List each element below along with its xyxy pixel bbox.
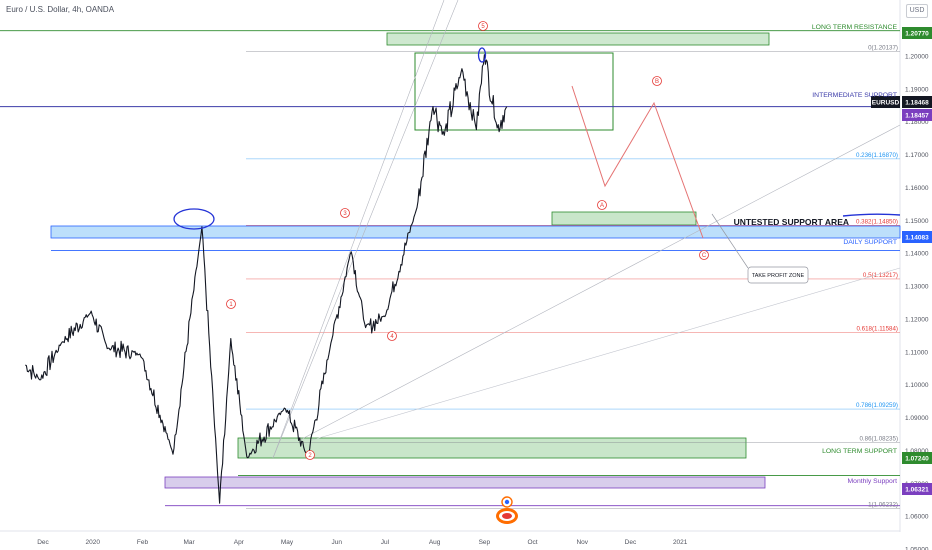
level-label: DAILY SUPPORT	[843, 239, 897, 246]
wave-label: 1	[229, 302, 233, 308]
daily-support-zone	[50, 225, 901, 239]
march-high-ellipse	[173, 208, 215, 230]
y-tick-label: 1.17000	[905, 152, 929, 159]
level-label: INTERMEDIATE SUPPORT	[812, 92, 897, 99]
x-tick-label: Feb	[137, 539, 149, 546]
fib-level-label: 0.236(1.16870)	[856, 152, 898, 159]
price-badge-label: 1.14083	[905, 235, 929, 242]
symbol-tag-label: EURUSD	[872, 100, 900, 107]
range-box	[414, 52, 614, 131]
price-badge	[902, 96, 932, 108]
wave-label-circle	[340, 208, 350, 218]
x-tick-label: 2020	[86, 539, 101, 546]
wave-label-circle	[387, 331, 397, 341]
wave-label: 5	[481, 24, 485, 30]
untested-support-zone	[551, 211, 697, 226]
level-label: Monthly Support	[848, 478, 898, 485]
x-tick-label: Oct	[527, 539, 537, 546]
fib-level-label: 0.382(1.14850)	[856, 218, 898, 225]
fib-level-label: 0.5(1.13217)	[863, 272, 898, 279]
y-tick-label: 1.10000	[905, 382, 929, 389]
price-badge-label: 1.20770	[905, 31, 929, 38]
price-badge-label: 1.18468	[905, 100, 929, 107]
y-tick-label: 1.11000	[905, 349, 928, 356]
untested-underline	[842, 213, 901, 217]
y-tick-label: 1.14000	[905, 251, 929, 258]
fib-level-label: 0.618(1.11584)	[856, 326, 898, 333]
fib-level-label: 1(1.06232)	[868, 502, 898, 509]
x-tick-label: Jul	[381, 539, 390, 546]
x-tick-label: Apr	[234, 539, 245, 546]
wave-label: 4	[390, 334, 394, 340]
x-tick-label: Aug	[429, 539, 441, 546]
x-tick-label: Dec	[625, 539, 637, 546]
price-badge-label: 1.06321	[905, 487, 929, 494]
level-label: LONG TERM SUPPORT	[822, 448, 897, 455]
x-tick-label: Sep	[479, 539, 491, 546]
x-tick-label: Dec	[37, 539, 49, 546]
x-tick-label: 2021	[673, 539, 688, 546]
wave-label-circle	[226, 299, 236, 309]
untested-support-label: UNTESTED SUPPORT AREA	[734, 217, 849, 227]
wave-label-circle	[652, 76, 662, 86]
y-tick-label: 1.09000	[905, 415, 929, 422]
chart-title: Euro / U.S. Dollar, 4h, OANDA	[6, 5, 115, 14]
trend-line	[272, 0, 445, 459]
wave-label: A	[600, 203, 604, 209]
take-profit-label: TAKE PROFIT ZONE	[752, 273, 805, 279]
x-tick-label: Mar	[183, 539, 195, 546]
trend-line	[299, 124, 901, 441]
fib-level-label: 0.86(1.08235)	[859, 436, 898, 443]
y-tick-label: 1.15000	[905, 218, 929, 225]
take-profit-box	[747, 266, 809, 284]
price-badge-label: 1.18457	[905, 113, 929, 120]
price-badge-label: 1.07240	[905, 456, 929, 463]
y-tick-label: 1.05000	[905, 547, 929, 550]
long-term-resistance-zone	[386, 32, 770, 46]
y-tick-label: 1.20000	[905, 54, 929, 61]
september-high-ellipse	[477, 47, 487, 63]
x-tick-label: May	[281, 539, 294, 546]
wave-label: C	[702, 253, 707, 259]
x-tick-label: Jun	[331, 539, 342, 546]
price-badge	[902, 483, 932, 495]
price-badge	[902, 231, 932, 243]
wave-label-circle	[478, 21, 488, 31]
price-badge	[902, 27, 932, 39]
y-tick-label: 1.08000	[905, 448, 929, 455]
symbol-tag	[871, 96, 900, 108]
y-tick-label: 1.16000	[905, 185, 929, 192]
y-tick-label: 1.18000	[905, 119, 929, 126]
fib-level-label: 0.786(1.09259)	[856, 402, 898, 409]
fib-level-label: 0(1.20137)	[868, 44, 898, 51]
price-badge	[902, 452, 932, 464]
wave-label-circle	[699, 250, 709, 260]
wave-label: B	[655, 79, 659, 85]
author-logo	[496, 496, 518, 524]
wave-label-circle	[305, 450, 315, 460]
long-term-support-zone	[237, 437, 747, 459]
wave-label-circle	[597, 200, 607, 210]
y-tick-label: 1.13000	[905, 284, 929, 291]
x-tick-label: Nov	[576, 539, 588, 546]
price-badge	[902, 109, 932, 121]
y-tick-label: 1.12000	[905, 316, 929, 323]
wave-label: 2	[308, 453, 312, 459]
take-profit-pointer	[711, 213, 749, 269]
trend-line	[272, 0, 459, 459]
currency-button[interactable]: USD	[906, 4, 928, 18]
wave-label: 3	[343, 211, 347, 217]
y-tick-label: 1.19000	[905, 86, 929, 93]
monthly-support-zone	[164, 476, 766, 489]
projected-wave-path	[571, 85, 704, 239]
y-tick-label: 1.06000	[905, 514, 929, 521]
price-line	[25, 54, 508, 504]
trend-line	[311, 267, 901, 441]
level-label: LONG TERM RESISTANCE	[812, 24, 898, 31]
